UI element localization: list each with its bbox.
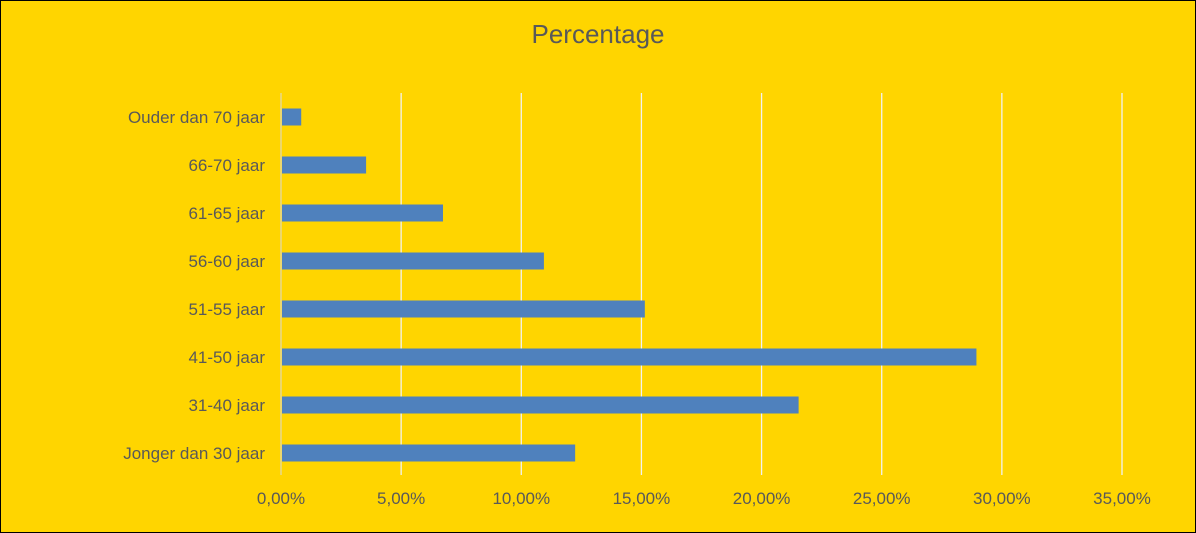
bar	[282, 252, 544, 270]
bar	[282, 300, 645, 318]
bar	[282, 156, 367, 174]
x-tick-label: 15,00%	[613, 489, 671, 508]
category-label: Ouder dan 70 jaar	[128, 108, 265, 127]
x-tick-label: 10,00%	[492, 489, 550, 508]
x-tick-label: 20,00%	[733, 489, 791, 508]
x-tick-label: 25,00%	[853, 489, 911, 508]
x-tick-label: 30,00%	[973, 489, 1031, 508]
category-label: 56-60 jaar	[188, 252, 265, 271]
x-tick-label: 35,00%	[1093, 489, 1151, 508]
category-label: 61-65 jaar	[188, 204, 265, 223]
x-tick-label: 0,00%	[257, 489, 305, 508]
category-label: 66-70 jaar	[188, 156, 265, 175]
category-label: 41-50 jaar	[188, 348, 265, 367]
category-label: Jonger dan 30 jaar	[123, 444, 265, 463]
bar	[282, 396, 799, 414]
bar	[282, 348, 977, 366]
x-tick-label: 5,00%	[377, 489, 425, 508]
bar	[282, 108, 302, 126]
category-label: 51-55 jaar	[188, 300, 265, 319]
chart-title: Percentage	[531, 19, 665, 49]
category-label: 31-40 jaar	[188, 396, 265, 415]
bar	[282, 204, 443, 222]
bar	[282, 444, 576, 462]
